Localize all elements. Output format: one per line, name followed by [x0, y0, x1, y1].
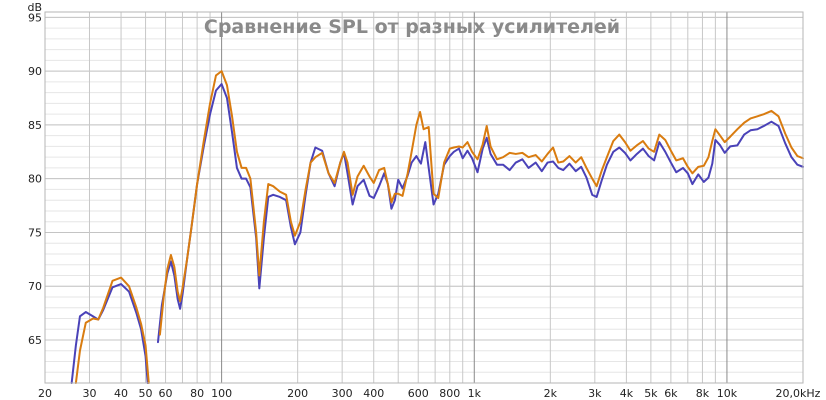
x-tick-label: 50	[139, 387, 153, 400]
x-tick-label: 8k	[696, 387, 710, 400]
y-axis-unit-label: dB	[27, 1, 42, 14]
x-tick-label: 20,0kHz	[776, 387, 821, 400]
series-layer	[70, 70, 804, 384]
grid	[44, 12, 804, 384]
x-tick-label: 80	[190, 387, 204, 400]
x-tick-label: 300	[332, 387, 353, 400]
chart-title: Сравнение SPL от разных усилителей	[204, 16, 620, 38]
x-tick-label: 600	[408, 387, 429, 400]
x-tick-label: 6k	[664, 387, 678, 400]
x-tick-label: 800	[439, 387, 460, 400]
y-tick-label: 75	[28, 226, 42, 239]
series-line-2	[74, 70, 804, 384]
y-tick-label: 90	[28, 65, 42, 78]
x-tick-label: 100	[211, 387, 232, 400]
y-tick-label: 80	[28, 173, 42, 186]
x-tick-label: 5k	[644, 387, 658, 400]
x-tick-label: 1k	[468, 387, 482, 400]
x-tick-label: 30	[82, 387, 96, 400]
x-tick-label: 2k	[544, 387, 558, 400]
y-tick-labels: 65 70 75 80 85 90 95	[28, 11, 42, 347]
x-tick-label: 60	[159, 387, 173, 400]
y-tick-label: 65	[28, 334, 42, 347]
x-tick-labels: 20 30 40 50 60 80 100 200 300 400 600 800 1k 2k 3k 4k 5k…	[38, 387, 821, 400]
x-tick-label: 3k	[588, 387, 602, 400]
x-tick-label: 20	[38, 387, 52, 400]
x-tick-label: 400	[363, 387, 384, 400]
x-tick-label: 4k	[620, 387, 634, 400]
x-tick-label: 40	[114, 387, 128, 400]
plot-frame	[44, 11, 804, 384]
x-tick-label: 200	[287, 387, 308, 400]
y-tick-label: 85	[28, 119, 42, 132]
y-tick-label: 95	[28, 11, 42, 24]
y-tick-label: 70	[28, 280, 42, 293]
x-tick-label: 10k	[717, 387, 738, 400]
